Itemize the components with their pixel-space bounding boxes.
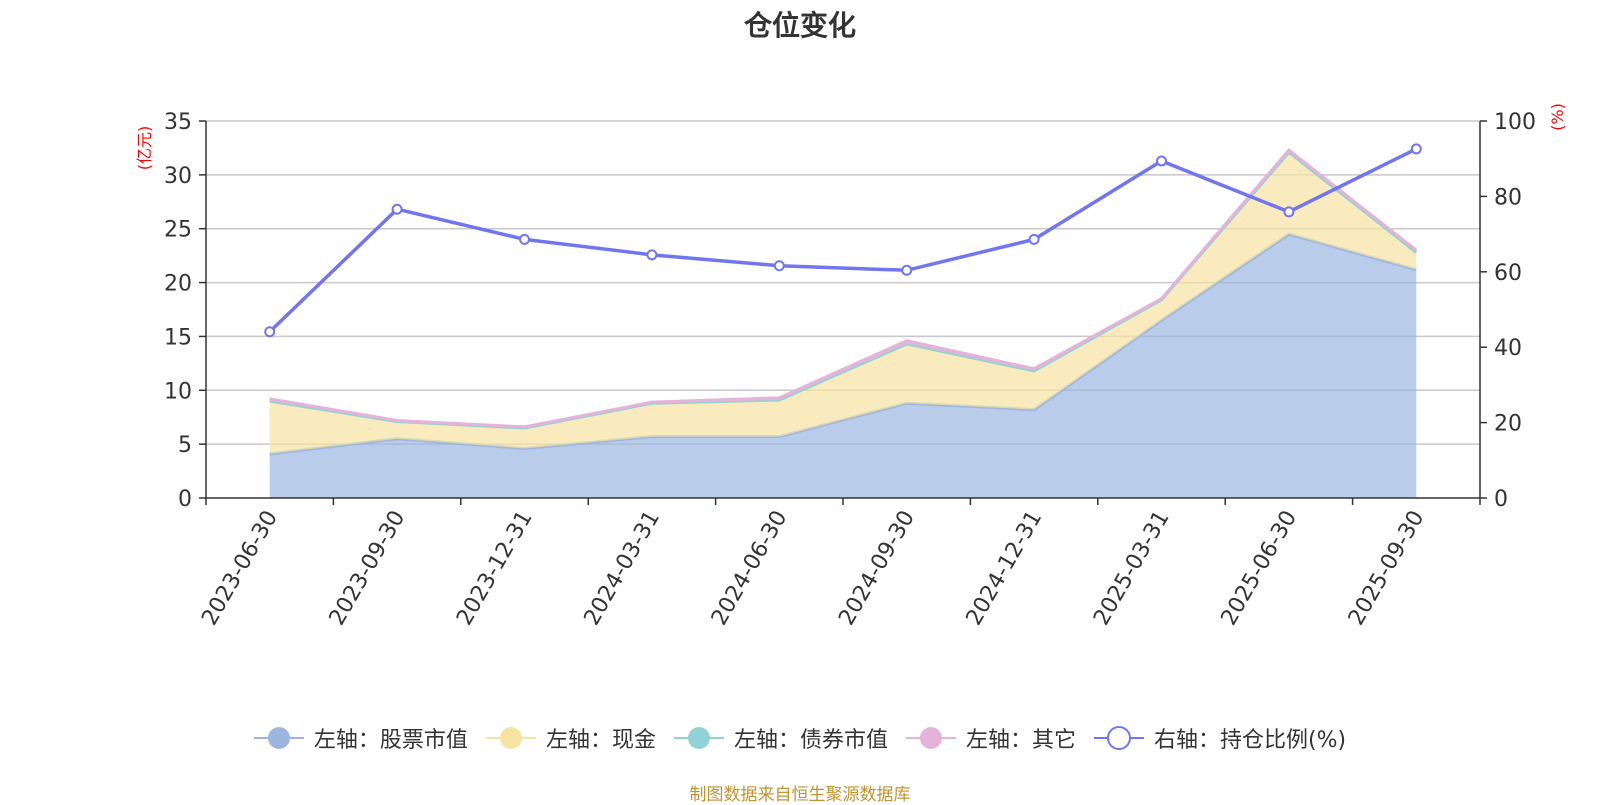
data-point xyxy=(519,233,530,245)
data-point xyxy=(1156,155,1167,167)
left-tick-label: 30 xyxy=(164,164,192,189)
left-tick-label: 0 xyxy=(178,487,192,512)
x-tick-label: 2023-12-31 xyxy=(452,507,538,630)
left-tick-label: 5 xyxy=(178,433,192,458)
x-tick-label: 2023-09-30 xyxy=(325,506,411,629)
right-tick-label: 20 xyxy=(1494,412,1522,437)
area-左轴：现金 xyxy=(269,152,1417,454)
x-tick-label: 2023-06-30 xyxy=(197,507,283,630)
data-point xyxy=(773,260,785,272)
legend-marker-icon xyxy=(253,727,304,749)
legend-item[interactable]: 左轴：其它 xyxy=(905,722,1076,754)
x-tick-label: 2025-03-31 xyxy=(1089,507,1175,630)
legend-marker-icon xyxy=(905,727,956,749)
area-左轴：股票市值 xyxy=(269,234,1417,498)
legend-item[interactable]: 左轴：股票市值 xyxy=(253,722,468,754)
legend-item[interactable]: 左轴：现金 xyxy=(485,722,656,754)
legend-label: 右轴：持仓比例(%) xyxy=(1153,728,1347,753)
legend-label: 左轴：现金 xyxy=(545,728,656,753)
right-tick-label: 0 xyxy=(1494,487,1508,512)
legend-marker-icon xyxy=(673,727,724,749)
area-edge-左轴：其它 xyxy=(269,148,1418,429)
x-tick-label: 2024-09-30 xyxy=(834,506,920,629)
legend-label: 左轴：股票市值 xyxy=(313,728,468,753)
legend-label: 左轴：债券市值 xyxy=(733,728,888,753)
data-point xyxy=(391,203,403,215)
right-tick-label: 80 xyxy=(1494,185,1522,210)
footer-source: 制图数据来自恒生聚源数据库 xyxy=(689,785,911,805)
legend-label: 左轴：其它 xyxy=(965,728,1076,753)
x-tick-label: 2024-03-31 xyxy=(580,507,666,630)
left-axis-unit: (亿元) xyxy=(135,126,154,171)
legend-item[interactable]: 左轴：债券市值 xyxy=(673,722,888,754)
chart-plot: 0 5 10 15 20 25 30 35 0 20 40 60 80 100 2023-06-30 2023… xyxy=(135,103,1567,630)
legend-marker-icon xyxy=(1093,726,1144,750)
legend-marker-icon xyxy=(485,727,536,749)
stacked-areas xyxy=(269,148,1418,498)
series-line xyxy=(268,147,1418,334)
left-tick-label: 10 xyxy=(164,379,192,404)
data-point xyxy=(646,249,658,261)
left-tick-label: 20 xyxy=(164,272,192,297)
x-tick-label: 2025-06-30 xyxy=(1217,507,1303,630)
legend: 左轴：股票市值 左轴：现金 左轴：债券市值 左轴：其它 右轴：持仓比例(%) xyxy=(0,722,1600,754)
data-point xyxy=(1028,233,1040,245)
right-tick-label: 60 xyxy=(1494,261,1522,286)
left-tick-label: 15 xyxy=(164,325,192,350)
right-axis-unit: (%) xyxy=(1548,103,1567,131)
data-point xyxy=(1410,143,1422,155)
legend-item[interactable]: 右轴：持仓比例(%) xyxy=(1093,722,1347,754)
chart-title: 仓位变化 xyxy=(743,9,856,42)
left-tick-label: 35 xyxy=(164,110,192,135)
x-tick-label: 2024-12-31 xyxy=(962,507,1048,630)
right-tick-label: 40 xyxy=(1494,336,1522,361)
data-point xyxy=(264,326,276,338)
left-tick-label: 25 xyxy=(164,218,192,243)
ratio-line xyxy=(264,143,1422,338)
right-tick-label: 100 xyxy=(1494,110,1536,135)
data-point xyxy=(1283,206,1295,218)
x-tick-label: 2025-09-30 xyxy=(1344,507,1430,630)
data-point xyxy=(901,264,913,276)
x-tick-label: 2024-06-30 xyxy=(707,507,793,630)
